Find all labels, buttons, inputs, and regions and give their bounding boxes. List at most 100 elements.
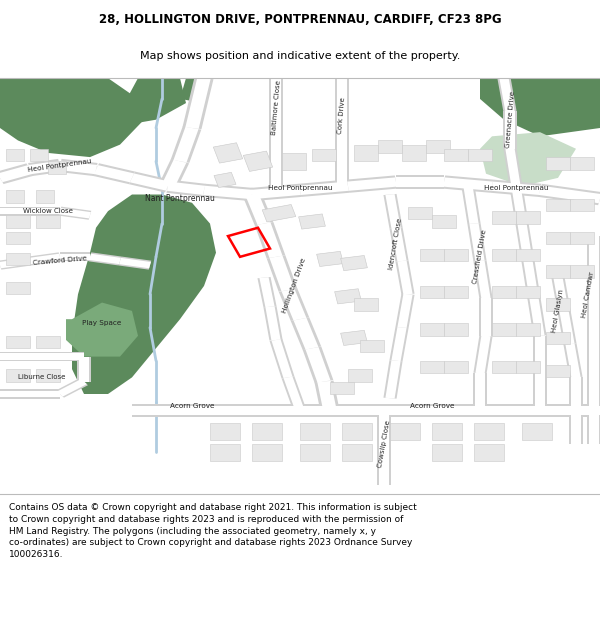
Polygon shape [265,306,281,341]
Polygon shape [571,411,581,444]
Polygon shape [300,444,330,461]
Polygon shape [337,78,347,111]
Polygon shape [299,182,349,195]
Polygon shape [383,194,403,228]
Text: 28, HOLLINGTON DRIVE, PONTPRENNAU, CARDIFF, CF23 8PG: 28, HOLLINGTON DRIVE, PONTPRENNAU, CARDI… [98,13,502,26]
Polygon shape [379,436,389,461]
Polygon shape [480,404,540,418]
Text: Cork Drive: Cork Drive [337,97,347,134]
Polygon shape [6,336,30,348]
Polygon shape [432,215,456,227]
Polygon shape [317,381,337,411]
Polygon shape [587,278,600,319]
Polygon shape [546,265,570,278]
Polygon shape [28,159,62,176]
Polygon shape [473,335,493,374]
Polygon shape [132,404,180,418]
Polygon shape [245,193,271,225]
Polygon shape [396,176,444,189]
Polygon shape [385,194,401,228]
Polygon shape [119,258,151,268]
Polygon shape [379,461,389,486]
Polygon shape [180,404,240,418]
Polygon shape [180,78,210,103]
Polygon shape [397,294,413,328]
Polygon shape [360,406,420,415]
Polygon shape [182,77,214,129]
Polygon shape [59,207,91,220]
Polygon shape [420,406,480,415]
Text: Heol Camdwr: Heol Camdwr [581,271,595,318]
Polygon shape [347,176,397,192]
Polygon shape [546,298,570,311]
Polygon shape [522,423,552,440]
Polygon shape [314,381,340,412]
Polygon shape [30,389,60,399]
Polygon shape [251,184,301,201]
Polygon shape [30,208,60,214]
Polygon shape [0,165,32,182]
Text: Greenacre Drive: Greenacre Drive [505,91,515,148]
Polygon shape [360,404,420,418]
Polygon shape [173,127,199,162]
Polygon shape [0,206,30,216]
Polygon shape [479,298,493,336]
Polygon shape [571,378,581,411]
Polygon shape [535,378,545,411]
Polygon shape [335,289,361,304]
Polygon shape [389,227,409,262]
Polygon shape [474,423,504,440]
Polygon shape [474,444,504,461]
Polygon shape [538,184,600,205]
Polygon shape [330,381,354,394]
Polygon shape [281,289,307,321]
Text: Baltimore Close: Baltimore Close [271,79,281,135]
Polygon shape [389,327,409,361]
Polygon shape [563,344,583,378]
Polygon shape [377,436,391,461]
Polygon shape [299,214,325,229]
Polygon shape [569,378,583,411]
Polygon shape [6,191,24,202]
Polygon shape [29,253,61,266]
Polygon shape [570,232,594,244]
Polygon shape [271,120,281,153]
Polygon shape [546,365,570,378]
Polygon shape [244,151,272,171]
Polygon shape [589,236,599,278]
Polygon shape [170,126,202,163]
Polygon shape [72,194,216,394]
Polygon shape [535,336,545,377]
Polygon shape [203,186,253,199]
Polygon shape [60,253,90,261]
Polygon shape [251,186,301,199]
Polygon shape [291,318,321,350]
Polygon shape [59,161,97,174]
Text: Hollington Drive: Hollington Drive [281,258,307,314]
Polygon shape [284,377,304,411]
Polygon shape [214,173,236,188]
Polygon shape [93,163,135,184]
Polygon shape [6,149,24,161]
Polygon shape [269,78,283,120]
Polygon shape [480,78,600,136]
Polygon shape [444,323,468,336]
Polygon shape [390,423,420,440]
Polygon shape [279,288,309,321]
Polygon shape [432,444,462,461]
Polygon shape [509,186,529,224]
Polygon shape [302,347,334,383]
Polygon shape [337,149,347,186]
Text: Map shows position and indicative extent of the property.: Map shows position and indicative extent… [140,51,460,61]
Polygon shape [60,254,90,260]
Polygon shape [516,286,540,298]
Polygon shape [383,360,403,399]
Polygon shape [533,336,547,377]
Polygon shape [469,223,485,261]
Polygon shape [396,177,444,187]
Polygon shape [492,211,516,224]
Polygon shape [6,282,30,294]
Polygon shape [300,406,360,415]
Polygon shape [269,339,295,378]
Text: Play Space: Play Space [82,321,122,326]
